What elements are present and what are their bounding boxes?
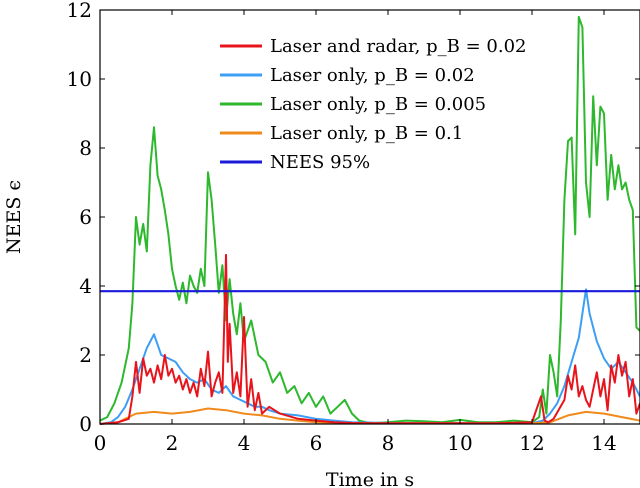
- y-tick-label: 10: [67, 67, 92, 91]
- x-tick-label: 12: [519, 431, 544, 455]
- legend-label-laser-only-01: Laser only, p_B = 0.1: [270, 123, 463, 144]
- x-tick-label: 6: [310, 431, 323, 455]
- y-tick-label: 0: [79, 412, 92, 436]
- x-axis-label: Time in s: [326, 469, 414, 488]
- x-tick-label: 14: [591, 431, 616, 455]
- x-tick-label: 0: [94, 431, 107, 455]
- y-tick-label: 12: [67, 0, 92, 22]
- series-line-laser-only-0005: [99, 15, 640, 424]
- legend-label-nees-95: NEES 95%: [270, 152, 370, 173]
- y-tick-label: 8: [79, 136, 92, 160]
- y-tick-label: 2: [79, 343, 92, 367]
- legend-label-laser-only-002: Laser only, p_B = 0.02: [270, 65, 475, 86]
- plot-area: [99, 9, 640, 425]
- x-tick-label: 8: [382, 431, 395, 455]
- legend-label-laser-only-0005: Laser only, p_B = 0.005: [270, 94, 486, 115]
- x-tick-labels: 0 2 4 6 8 10 12 14: [94, 431, 617, 455]
- x-tick-label: 4: [238, 431, 251, 455]
- plot-frame: [99, 9, 640, 425]
- legend-label-laser-and-radar: Laser and radar, p_B = 0.02: [270, 36, 526, 57]
- x-tick-label: 2: [166, 431, 179, 455]
- y-tick-labels: 0 2 4 6 8 10 12: [67, 0, 92, 436]
- series-line-laser-and-radar: [99, 253, 640, 425]
- legend: Laser and radar, p_B = 0.02 Laser only, …: [220, 36, 526, 173]
- y-tick-label: 4: [79, 274, 92, 298]
- x-tick-label: 10: [447, 431, 472, 455]
- y-axis-label: NEES ϵ: [3, 180, 25, 254]
- y-tick-label: 6: [79, 205, 92, 229]
